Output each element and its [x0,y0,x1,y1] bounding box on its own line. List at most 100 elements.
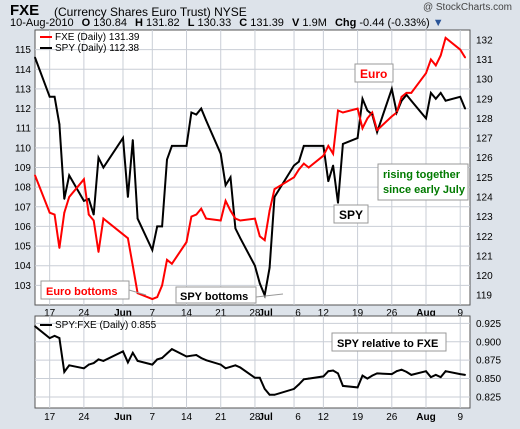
ratio-data-point [464,373,467,376]
ratio-data-point [156,358,159,361]
fxe-tick-label: 106 [14,222,31,233]
fxe-data-point [337,109,339,112]
ratio-data-point [92,362,95,365]
spy-data-point [395,111,398,114]
euro-annotation: Euro [360,67,387,81]
fxe-data-point [97,251,100,253]
spy-data-point [156,225,159,228]
change-down-arrow-icon: ▼ [432,17,444,29]
fxe-data-point [122,233,124,236]
ratio-data-point [302,378,305,381]
fxe-data-point [342,111,344,114]
ratio-data-point [337,372,339,375]
spy-data-point [68,174,71,177]
ratio-data-point [166,352,168,355]
high-label: H [135,17,143,29]
spy-data-point [425,117,427,120]
spy-data-point [459,95,462,98]
spy-data-point [205,119,207,122]
fxe-data-point [87,213,90,216]
ratio-x-tick-label: 19 [352,412,364,423]
ratio-data-point [151,363,154,366]
change-value: -0.44 (-0.33%) [359,17,430,29]
ratio-data-point [439,376,442,378]
ratio-data-point [131,351,134,354]
ratio-data-point [190,354,193,357]
quote-line: 10-Aug-2010 O 130.84 H 131.82 L 130.33 C… [10,17,444,29]
spy-legend-label: SPY (Daily) 112.38 [55,43,140,54]
spy-data-point [337,201,339,204]
ratio-data-point [444,370,447,373]
fxe-tick-label: 104 [14,261,31,272]
spy-tick-label: 128 [476,114,493,125]
ratio-data-point [200,357,203,359]
spy-data-point [34,56,36,59]
ratio-data-point [126,361,129,364]
fxe-data-point [405,91,408,94]
spy-data-point [58,123,61,126]
spy-data-point [366,109,369,112]
ticker-full-name: (Currency Shares Euro Trust) [54,5,211,19]
fxe-tick-label: 113 [15,84,31,95]
spy-data-point [126,196,129,198]
fxe-data-point [322,154,325,157]
rising-together-line1: rising together [383,169,461,181]
spy-data-point [239,237,242,240]
ratio-data-point [205,359,207,362]
price-x-tick-label: Jun [114,308,132,319]
fxe-data-point [195,213,198,216]
spy-tick-label: 124 [476,192,493,203]
fxe-axis: 103 104 105 106 107 108 109 110 111 112 113 114 115 [14,45,31,292]
ratio-axis: 0.825 0.850 0.875 0.900 0.925 [476,319,501,404]
ratio-data-point [136,359,139,362]
ratio-data-point [122,350,124,353]
fxe-data-point [464,56,467,59]
spy-data-point [92,213,95,216]
fxe-data-point [190,215,193,218]
price-x-tick-label: 9 [457,308,463,319]
ratio-data-point [219,363,222,366]
fxe-data-point [263,239,266,242]
fxe-data-point [332,152,335,155]
spy-data-point [390,88,393,90]
fxe-data-point [151,298,154,301]
price-x-tick-label: 28 [249,308,261,319]
spy-data-point [371,113,374,116]
ratio-x-tick-label: 28 [249,412,261,423]
fxe-data-point [361,127,364,130]
ratio-grid [35,316,470,408]
fxe-data-point [68,196,71,198]
spy-data-point [161,225,163,228]
change-label: Chg [334,17,357,29]
fxe-tick-label: 109 [14,163,31,174]
spy-bottoms-box [175,286,257,304]
ratio-tick-label: 0.875 [476,356,501,367]
ratio-x-tick-label: Jun [114,412,132,423]
ratio-data-point [161,357,163,359]
spy-data-point [224,184,227,187]
price-x-tick-label: 7 [150,308,156,319]
spy-tick-label: 129 [476,94,493,105]
fxe-tick-label: 107 [14,202,31,213]
spy-data-point [166,158,168,161]
fxe-data-point [82,178,85,181]
fxe-data-point [102,217,105,220]
ratio-data-point [185,355,188,358]
fxe-data-point [48,211,51,214]
fxe-tick-label: 112 [15,104,31,115]
fxe-data-point [126,237,129,240]
ratio-data-point [102,359,105,362]
fxe-data-point [185,241,188,244]
ratio-data-point [366,377,369,380]
ratio-annotation: SPY relative to FXE [337,338,438,350]
ratio-data-point [87,363,90,366]
fxe-data-point [63,211,66,214]
spy-axis: 119 120 121 122 123 124 125 126 127 128 129 130 131 1… [476,35,493,301]
rising-together-box [377,163,469,201]
ratio-data-point [63,371,66,373]
ratio-data-point [400,368,403,371]
spy-data-point [151,249,154,251]
spy-data-point [268,266,271,269]
